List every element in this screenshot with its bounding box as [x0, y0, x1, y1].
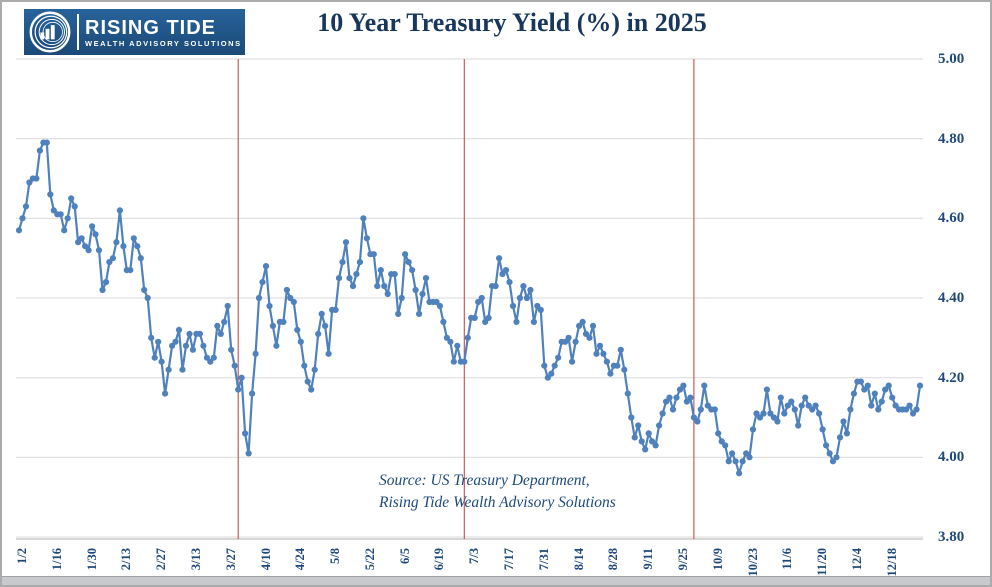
- x-tick-label: 4/10: [259, 548, 273, 571]
- logo-name: RISING TIDE: [85, 16, 217, 39]
- bottom-strip: [2, 576, 990, 585]
- x-tick-label: 8/14: [572, 548, 586, 571]
- x-tick-label: 5/8: [328, 548, 342, 564]
- x-tick-label: 12/4: [850, 548, 864, 571]
- logo-tagline: WEALTH ADVISORY SOLUTIONS: [85, 38, 242, 48]
- y-tick-label: 3.80: [938, 529, 965, 545]
- logo-divider: [77, 14, 79, 50]
- x-tick-label: 7/3: [467, 548, 481, 564]
- x-tick-label: 8/28: [606, 548, 620, 571]
- source-note-line2: Rising Tide Wealth Advisory Solutions: [379, 494, 616, 511]
- x-tick-label: 12/18: [885, 548, 899, 577]
- x-tick-label: 3/27: [224, 548, 238, 571]
- x-tick-label: 3/13: [189, 548, 203, 571]
- logo: RISING TIDE WEALTH ADVISORY SOLUTIONS: [24, 9, 245, 55]
- x-tick-label: 11/20: [815, 548, 829, 576]
- x-tick-label: 1/16: [50, 548, 64, 571]
- chart-title: 10 Year Treasury Yield (%) in 2025: [317, 8, 707, 37]
- y-tick-label: 4.20: [938, 370, 965, 386]
- y-tick-label: 4.60: [938, 210, 965, 226]
- x-tick-label: 9/25: [676, 548, 690, 571]
- source-note-line1: Source: US Treasury Department,: [379, 472, 590, 489]
- x-tick-label: 7/17: [502, 548, 516, 571]
- event-vlines: [237, 59, 695, 539]
- yield-line: [17, 141, 922, 475]
- x-tick-label: 6/19: [432, 548, 446, 571]
- rising-tide-logo-icon: [29, 11, 71, 53]
- source-note: Source: US Treasury Department, Rising T…: [379, 470, 616, 514]
- y-tick-label: 5.00: [938, 51, 965, 67]
- y-tick-label: 4.40: [938, 290, 965, 306]
- x-tick-label: 6/5: [398, 548, 412, 564]
- x-tick-label: 1/30: [85, 548, 99, 571]
- x-tick-label: 5/22: [363, 548, 377, 571]
- gridlines: [16, 58, 923, 538]
- yield-markers: [15, 139, 924, 477]
- x-tick-label: 1/2: [15, 548, 29, 564]
- x-tick-label: 10/9: [711, 548, 725, 571]
- y-tick-label: 4.80: [938, 131, 965, 147]
- x-tick-label: 10/23: [746, 548, 760, 577]
- x-tick-label: 4/24: [293, 548, 307, 571]
- x-tick-label: 11/6: [780, 548, 794, 570]
- x-tick-label: 2/13: [119, 548, 133, 571]
- x-tick-label: 9/11: [641, 548, 655, 570]
- x-tick-label: 2/27: [154, 548, 168, 571]
- x-tick-label: 7/31: [537, 548, 551, 571]
- y-tick-label: 4.00: [938, 449, 965, 465]
